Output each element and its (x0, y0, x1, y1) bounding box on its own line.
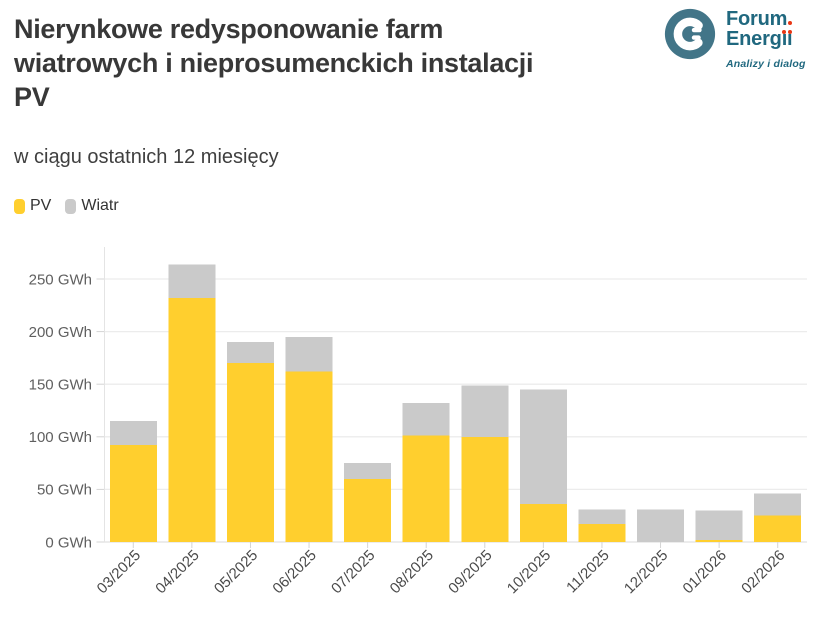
logo-tagline: Analizy i dialog (726, 58, 806, 70)
bar-segment-pv-08/2025 (402, 435, 450, 542)
logo-bar-top (691, 27, 702, 33)
bar-segment-pv-03/2025 (109, 445, 157, 542)
bar-segment-wiatr-01/2026 (695, 510, 743, 540)
x-axis-label: 05/2025 (211, 547, 261, 597)
x-axis-label: 01/2026 (680, 547, 730, 597)
logo-mark-icon (664, 8, 716, 60)
page-title: Nierynkowe redysponowanie farm wiatrowyc… (14, 14, 534, 112)
stacked-bar-chart: 0 GWh 50 GWh 100 GWh 150 GWh 200 GWh 250 GWh 0… (29, 247, 807, 597)
bar-segment-pv-10/2025 (519, 504, 567, 542)
y-axis-label: 50 GWh (37, 482, 92, 499)
bar-segment-wiatr-11/2025 (578, 509, 626, 525)
chart-area: 0 GWh 50 GWh 100 GWh 150 GWh 200 GWh 250 GWh 0… (0, 240, 837, 632)
x-axis-label: 10/2025 (504, 547, 554, 597)
x-axis-label: 03/2025 (94, 547, 144, 597)
x-axis-label: 12/2025 (621, 547, 671, 597)
bar-segment-pv-06/2025 (285, 371, 333, 542)
x-axis-label: 11/2025 (563, 547, 613, 597)
logo-name-line1: Forum (726, 8, 788, 30)
logo-bar-bottom (691, 35, 701, 40)
bar-segment-wiatr-09/2025 (461, 385, 509, 437)
logo-circle (664, 8, 716, 60)
bar-segment-wiatr-05/2025 (226, 342, 274, 364)
logo-name-line2: Energıı (726, 28, 793, 50)
bar-segment-wiatr-04/2025 (168, 264, 216, 298)
chart-subtitle: w ciągu ostatnich 12 miesięcy (14, 146, 279, 168)
legend-label-wiatr: Wiatr (81, 197, 119, 214)
legend-label-pv: PV (30, 197, 52, 214)
bar-segment-wiatr-03/2025 (109, 421, 157, 446)
bar-segment-pv-04/2025 (168, 297, 216, 542)
x-axis-label: 06/2025 (269, 547, 319, 597)
x-axis-label: 07/2025 (328, 547, 378, 597)
legend-item-wiatr: Wiatr (65, 197, 119, 215)
forum-energii-logo: Forum Energıı Analizy i dialog (664, 8, 806, 70)
bar-segment-wiatr-07/2025 (344, 463, 392, 479)
y-axis-label: 250 GWh (29, 271, 92, 288)
bar-segment-pv-01/2026 (695, 539, 743, 542)
chart-legend: PV Wiatr (14, 197, 119, 215)
bar-segment-wiatr-06/2025 (285, 336, 333, 372)
bar-segment-wiatr-10/2025 (519, 389, 567, 505)
x-axis-label: 09/2025 (445, 547, 495, 597)
legend-swatch-pv (14, 198, 25, 214)
logo-c-shape (673, 17, 707, 51)
bar-segment-wiatr-12/2025 (637, 509, 685, 542)
x-axis-label: 08/2025 (387, 547, 437, 597)
bar-segment-wiatr-08/2025 (402, 403, 450, 436)
y-axis-label: 0 GWh (45, 534, 92, 551)
bar-segment-pv-02/2026 (754, 515, 802, 542)
x-axis-label: 02/2026 (738, 547, 788, 597)
bar-segment-pv-11/2025 (578, 524, 626, 542)
y-axis-label: 100 GWh (29, 429, 92, 446)
bar-segment-pv-05/2025 (226, 363, 274, 542)
legend-item-pv: PV (14, 197, 51, 215)
logo-period-dot (788, 21, 793, 25)
bar-segment-pv-07/2025 (344, 478, 392, 542)
bar-segment-pv-09/2025 (461, 436, 509, 542)
legend-swatch-wiatr (65, 198, 77, 214)
x-axis-label: 04/2025 (152, 547, 202, 597)
logo-text: Forum Energıı Analizy i dialog (726, 8, 806, 70)
y-axis-label: 150 GWh (29, 376, 92, 393)
bar-segment-wiatr-02/2026 (754, 493, 802, 516)
y-axis-label: 200 GWh (29, 324, 92, 341)
